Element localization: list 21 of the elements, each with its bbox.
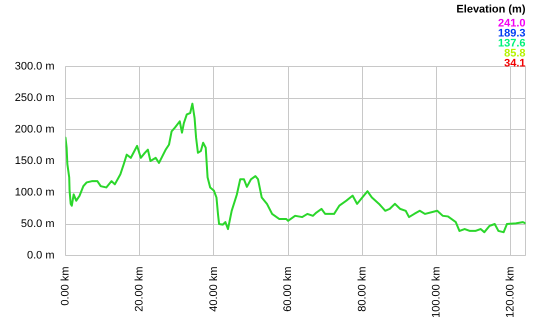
y-tick-label: 0.0 m [26,250,55,262]
x-tick-label: 60.00 km [282,266,294,312]
annotation: 34.1 [504,58,526,70]
x-tick-label: 20.00 km [134,266,146,312]
text: 85.8 [504,48,526,60]
y-tick-label: 100.0 m [14,186,55,198]
x-tick-label: 40.00 km [208,266,220,312]
y-tick-label: 50.0 m [20,218,55,230]
x-tick-label: 100.00 km [430,266,442,318]
text: 137.6 [498,38,526,50]
text: 241.0 [498,18,526,30]
color-bar-title: Elevation (m) [456,4,526,16]
x-tick-label: 0.00 km [60,266,72,306]
y-tick-label: 250.0 m [14,92,55,104]
y-tick-label: 200.0 m [14,124,55,136]
text: 189.3 [498,28,526,40]
line-series [66,102,526,234]
x-tick-label: 80.00 km [356,266,368,312]
y-tick-label: 300.0 m [14,60,55,72]
x-tick-label: 120.00 km [504,266,517,318]
y-tick-label: 150.0 m [14,155,55,167]
